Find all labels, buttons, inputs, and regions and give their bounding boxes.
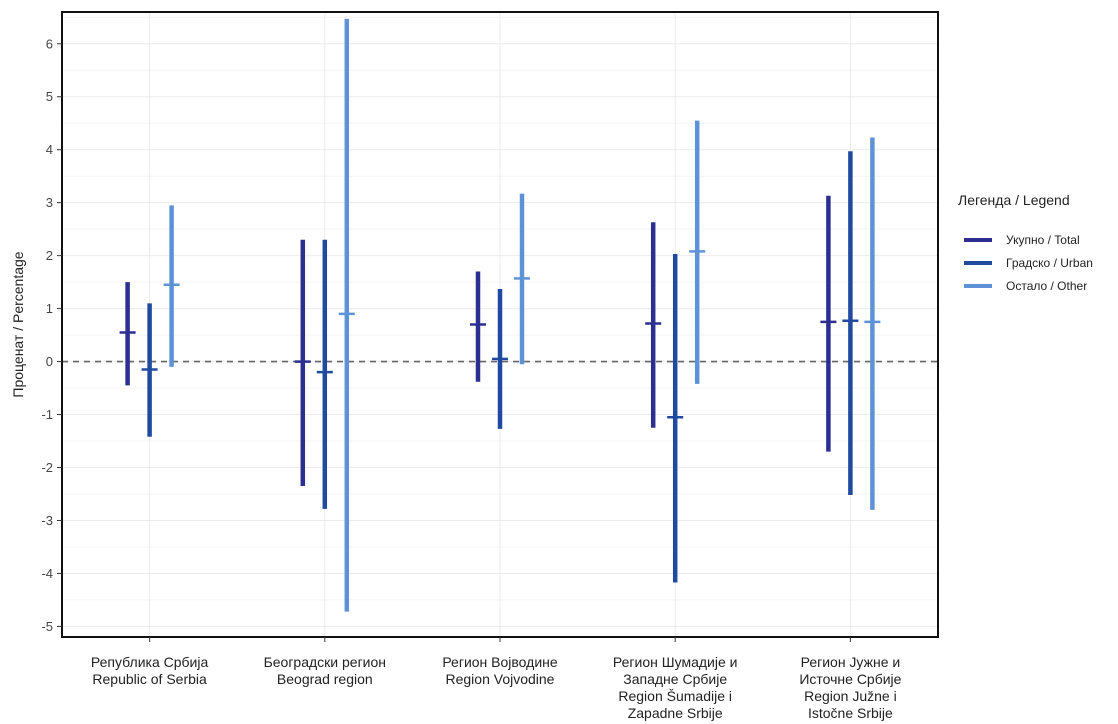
x-tick-label: Регион Јужне и Источне Србије Region Južne… bbox=[799, 654, 901, 721]
y-tick-label: -2 bbox=[41, 460, 53, 475]
y-axis-label: Проценат / Percentage bbox=[10, 251, 26, 397]
error-bars bbox=[119, 18, 881, 612]
y-tick-label: -1 bbox=[41, 407, 53, 422]
y-tick-label: -3 bbox=[41, 513, 53, 528]
x-tick-label: Београдски регион Beograd region bbox=[264, 654, 386, 687]
y-tick-label: 0 bbox=[46, 354, 53, 369]
y-tick-label: 3 bbox=[46, 195, 53, 210]
legend-item-urban: Градско / Urban bbox=[958, 251, 1118, 274]
x-tick-label-line: Region Šumadije i bbox=[618, 688, 732, 704]
y-tick-label: -5 bbox=[41, 619, 53, 634]
x-tick-label: Регион Шумадије и Западне Србије Region Šu… bbox=[613, 654, 738, 721]
x-tick-label-line: Republic of Serbia bbox=[92, 671, 207, 687]
legend-label-urban: Градско / Urban bbox=[1006, 255, 1093, 270]
x-tick-label: Република Србија Republic of Serbia bbox=[91, 654, 209, 687]
legend-item-other: Остало / Other bbox=[958, 274, 1118, 297]
legend-item-total: Укупно / Total bbox=[958, 228, 1118, 251]
x-tick-label-line: Zapadne Srbije bbox=[628, 705, 723, 721]
y-tick-label: 6 bbox=[46, 36, 53, 51]
legend-label-total: Укупно / Total bbox=[1006, 232, 1080, 247]
x-tick-label-line: Западне Србије bbox=[623, 671, 727, 687]
y-tick-label: 2 bbox=[46, 248, 53, 263]
legend-title: Легенда / Legend bbox=[958, 192, 1070, 208]
y-axis: -5 -4 -3 -2 -1 0 1 2 3 4 5 6 bbox=[41, 36, 62, 634]
y-tick-label: 4 bbox=[46, 142, 53, 157]
y-tick-label: 5 bbox=[46, 89, 53, 104]
x-tick-label-line: Регион Војводине bbox=[442, 654, 558, 670]
x-tick-label-line: Beograd region bbox=[277, 671, 373, 687]
x-tick-label-line: Регион Шумадије и bbox=[613, 654, 738, 670]
y-tick-label: -4 bbox=[41, 566, 53, 581]
y-tick-label: 1 bbox=[46, 301, 53, 316]
x-tick-label-line: Region Južne i bbox=[804, 688, 897, 704]
legend-swatch-urban bbox=[964, 260, 992, 265]
legend-swatch-total bbox=[964, 237, 992, 242]
x-tick-label: Регион Војводине Region Vojvodine bbox=[442, 654, 558, 687]
x-tick-label-line: Регион Јужне и bbox=[801, 654, 901, 670]
legend: Легенда / Legend Укупно / Total Градско … bbox=[958, 192, 1118, 297]
x-tick-label-line: Београдски регион bbox=[264, 654, 386, 670]
legend-swatch-other bbox=[964, 283, 992, 288]
x-tick-label-line: Република Србија bbox=[91, 654, 209, 670]
legend-label-other: Остало / Other bbox=[1006, 278, 1088, 293]
x-axis: Република Србија Republic of Serbia Београ… bbox=[91, 637, 902, 721]
x-tick-label-line: Region Vojvodine bbox=[446, 671, 555, 687]
x-tick-label-line: Источне Србије bbox=[799, 671, 901, 687]
x-tick-label-line: Istočne Srbije bbox=[808, 705, 893, 721]
